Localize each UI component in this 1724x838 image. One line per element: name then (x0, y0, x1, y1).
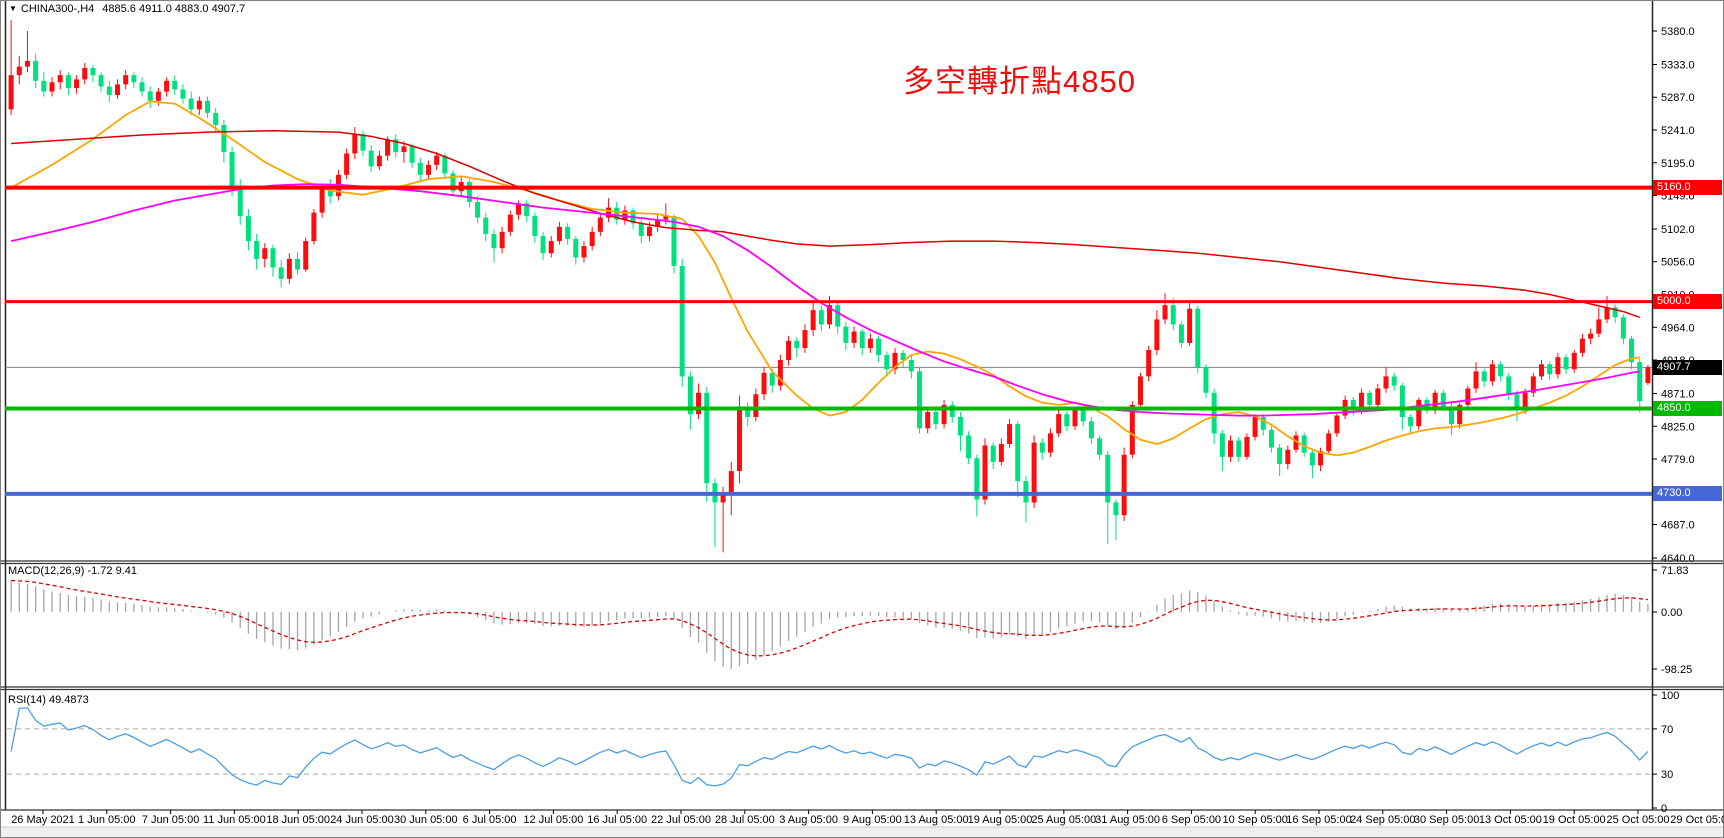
macd-histogram (10, 580, 1649, 670)
date-tick-label: 13 Oct 05:00 (1479, 814, 1542, 826)
date-tick-label: 11 Jun 05:00 (203, 814, 266, 826)
price-tick-label: 5195.0 (1661, 158, 1695, 170)
date-tick-label: 6 Sep 05:00 (1162, 814, 1221, 826)
price-badge-4730: 4730.0 (1653, 486, 1722, 502)
macd-scale: 71.83 0.00 -98.25 (1652, 565, 1692, 676)
price-badge-4850: 4850.0 (1653, 400, 1722, 416)
date-tick-label: 1 Jun 05:00 (78, 814, 136, 826)
price-tick-label: 4825.0 (1661, 421, 1695, 433)
price-badge-5000: 5000.0 (1653, 294, 1722, 310)
date-tick-label: 24 Sep 05:00 (1350, 814, 1415, 826)
date-tick-label: 7 Jun 05:00 (142, 814, 200, 826)
rsi-scale-label: 30 (1661, 769, 1673, 781)
price-badge-current: 4907.7 (1653, 359, 1722, 375)
price-tick-label: 4640.0 (1661, 553, 1695, 565)
date-tick-label: 9 Aug 05:00 (843, 814, 902, 826)
ma-slow-line (11, 129, 1640, 319)
date-tick-label: 10 Sep 05:00 (1222, 814, 1287, 826)
price-tick-label: 4964.0 (1661, 322, 1695, 334)
chart-title: ▼ CHINA300-,H4 4885.6 4911.0 4883.0 4907.7 (9, 3, 245, 15)
date-tick-label: 30 Sep 05:00 (1414, 814, 1479, 826)
date-tick-label: 18 Jun 05:00 (266, 814, 330, 826)
date-tick-label: 22 Jul 05:00 (651, 814, 711, 826)
price-tick-label: 5056.0 (1661, 257, 1695, 269)
date-tick-label: 16 Sep 05:00 (1286, 814, 1351, 826)
rsi-scale-label: 100 (1661, 690, 1679, 702)
ohlc-values: 4885.6 4911.0 4883.0 4907.7 (102, 3, 246, 15)
macd-scale-label: 71.83 (1661, 565, 1689, 577)
date-tick-label: 19 Oct 05:00 (1543, 814, 1606, 826)
price-badge-5160: 5160.0 (1653, 180, 1722, 196)
date-tick-label: 3 Aug 05:00 (779, 814, 838, 826)
date-tick-label: 13 Aug 05:00 (904, 814, 969, 826)
macd-label: MACD(12,26,9) -1.72 9.41 (8, 565, 138, 577)
date-tick-label: 25 Oct 05:00 (1607, 814, 1670, 826)
price-tick-label: 5241.0 (1661, 125, 1695, 137)
date-tick-label: 29 Oct 05:00 (1670, 814, 1724, 826)
price-tick-label: 4687.0 (1661, 520, 1695, 532)
price-tick-label: 5102.0 (1661, 224, 1695, 236)
price-tick-label: 4779.0 (1661, 454, 1695, 466)
price-tick-label: 4871.0 (1661, 388, 1695, 400)
ma-fast-line (10, 100, 1640, 457)
price-tick-label: 5287.0 (1661, 92, 1695, 104)
time-axis: 26 May 2021 1 Jun 05:00 7 Jun 05:00 11 Jun … (11, 810, 1724, 826)
dropdown-arrow-icon[interactable]: ▼ (9, 4, 17, 13)
macd-signal-line (11, 579, 1648, 657)
macd-scale-label: -98.25 (1661, 664, 1692, 676)
price-tick-label: 5380.0 (1661, 26, 1695, 38)
rsi-scale-label: 70 (1661, 724, 1673, 736)
symbol-period-label: CHINA300-,H4 (20, 3, 95, 15)
rsi-line (10, 707, 1649, 787)
date-tick-label: 28 Jul 05:00 (715, 814, 775, 826)
macd-scale-label: 0.00 (1661, 607, 1682, 619)
date-tick-label: 31 Aug 05:00 (1095, 814, 1160, 826)
rsi-label: RSI(14) 49.4873 (8, 694, 89, 706)
date-tick-label: 6 Jul 05:00 (463, 814, 517, 826)
date-tick-label: 25 Aug 05:00 (1031, 814, 1096, 826)
price-tick-label: 5333.0 (1661, 59, 1695, 71)
date-tick-label: 12 Jul 05:00 (523, 814, 583, 826)
annotation-text[interactable]: 多空轉折點4850 (903, 64, 1136, 99)
date-tick-label: 19 Aug 05:00 (968, 814, 1033, 826)
rsi-scale-label: 0 (1661, 803, 1667, 815)
date-tick-label: 24 Jun 05:00 (330, 814, 394, 826)
date-tick-label: 16 Jul 05:00 (587, 814, 647, 826)
date-tick-label: 30 Jun 05:00 (394, 814, 458, 826)
rsi-scale: 100 70 30 0 (1652, 690, 1679, 815)
bottom-scrollbar-strip[interactable] (1, 827, 1723, 837)
date-tick-label: 26 May 2021 (11, 814, 75, 826)
